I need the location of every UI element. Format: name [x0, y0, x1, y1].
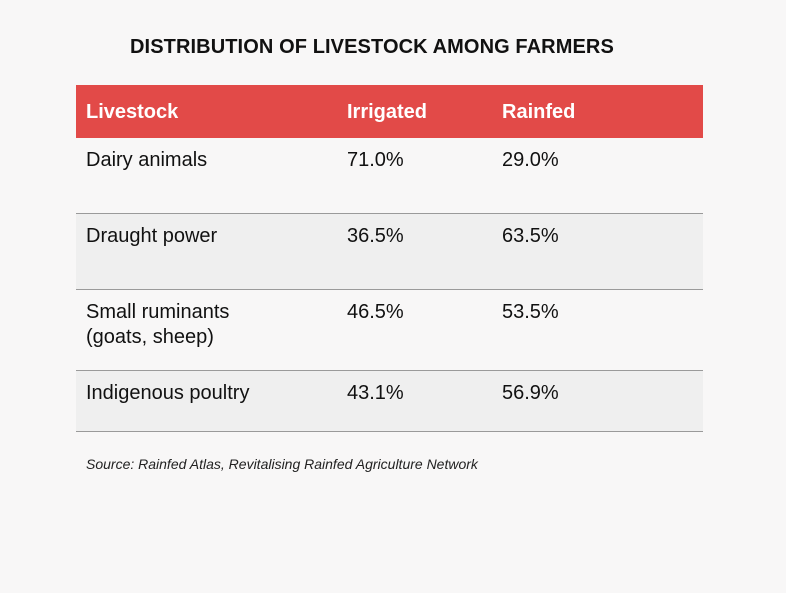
- cell-irrigated: 46.5%: [347, 301, 404, 323]
- cell-irrigated: 71.0%: [347, 149, 404, 171]
- cell-livestock: Dairy animals: [86, 149, 208, 171]
- chart-title: DISTRIBUTION OF LIVESTOCK AMONG FARMERS: [130, 36, 614, 58]
- cell-livestock: Small ruminants (goats, sheep): [86, 301, 230, 348]
- cell-rainfed: 56.9%: [502, 382, 559, 404]
- source-note: Source: Rainfed Atlas, Revitalising Rain…: [86, 456, 478, 472]
- cell-irrigated: 36.5%: [347, 225, 404, 247]
- cell-rainfed: 53.5%: [502, 301, 559, 323]
- cell-irrigated: 43.1%: [347, 382, 404, 404]
- header-rainfed: Rainfed: [502, 101, 576, 123]
- table-header-row: Livestock Irrigated Rainfed: [76, 85, 703, 138]
- table-row: Small ruminants (goats, sheep) 46.5% 53.…: [76, 290, 703, 371]
- table-row: Dairy animals 71.0% 29.0%: [76, 138, 703, 214]
- cell-livestock: Draught power: [86, 225, 218, 247]
- table-row: Indigenous poultry 43.1% 56.9%: [76, 371, 703, 432]
- cell-rainfed: 29.0%: [502, 149, 559, 171]
- table-row: Draught power 36.5% 63.5%: [76, 214, 703, 290]
- livestock-table: Livestock Irrigated Rainfed Dairy animal…: [76, 85, 703, 432]
- cell-livestock: Indigenous poultry: [86, 382, 250, 404]
- header-livestock: Livestock: [86, 101, 179, 123]
- header-irrigated: Irrigated: [347, 101, 428, 123]
- cell-rainfed: 63.5%: [502, 225, 559, 247]
